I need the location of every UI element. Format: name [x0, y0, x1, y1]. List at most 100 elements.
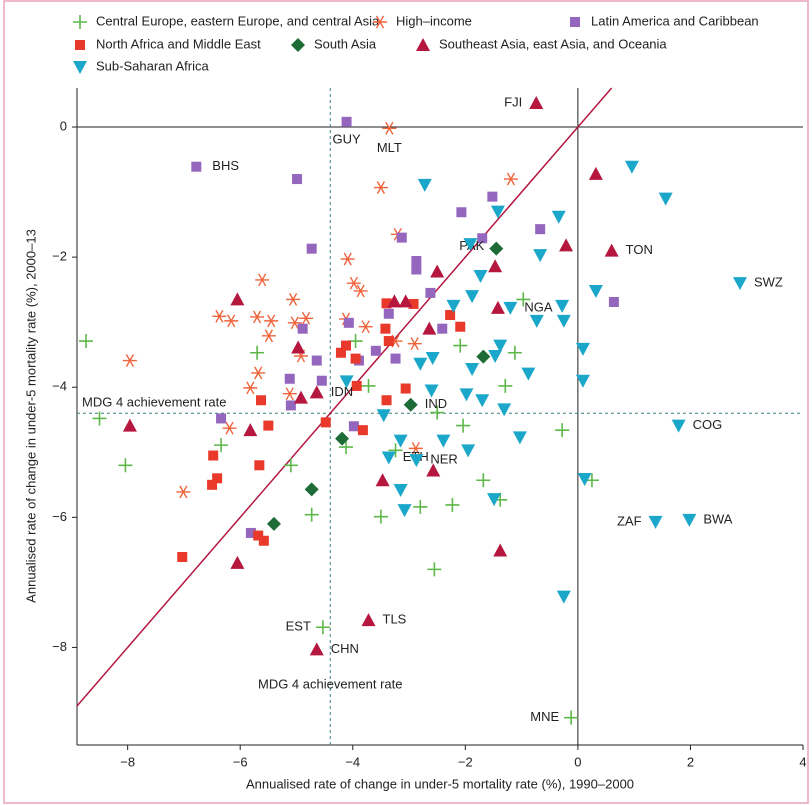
y-tick-label: −2 — [52, 249, 67, 264]
x-tick-label: −6 — [233, 754, 248, 769]
point — [488, 259, 503, 273]
point — [624, 160, 639, 174]
point — [465, 290, 480, 304]
x-axis-label: Annualised rate of change in under-5 mor… — [246, 776, 634, 791]
point — [176, 485, 191, 499]
point — [297, 323, 308, 334]
x-tick-label: −4 — [345, 754, 360, 769]
point — [512, 431, 527, 445]
legend-marker — [73, 61, 87, 74]
point — [488, 350, 503, 364]
point — [282, 387, 297, 401]
point — [588, 284, 603, 298]
legend-label: Southeast Asia, east Asia, and Oceania — [439, 36, 667, 51]
point — [320, 417, 331, 428]
point — [383, 336, 394, 347]
x-tick-label: 0 — [574, 754, 581, 769]
point — [335, 347, 346, 358]
point — [437, 323, 448, 334]
point — [357, 425, 368, 436]
point — [216, 413, 227, 424]
point — [122, 418, 137, 432]
point — [516, 292, 531, 307]
point — [577, 472, 592, 486]
point — [476, 473, 491, 488]
point — [533, 249, 548, 263]
point — [445, 310, 456, 321]
y-axis-label: Annualised rate of change in under-5 mor… — [23, 229, 38, 603]
point — [283, 458, 298, 473]
point — [254, 460, 265, 471]
point — [407, 337, 422, 351]
point — [461, 444, 476, 458]
point — [671, 419, 686, 433]
point — [311, 355, 322, 366]
point — [487, 493, 502, 507]
point — [266, 516, 281, 531]
x-tick-label: 2 — [687, 754, 694, 769]
point — [682, 513, 697, 527]
legend-label: North Africa and Middle East — [96, 36, 261, 51]
point — [118, 458, 133, 473]
legend-label: Sub-Saharan Africa — [96, 58, 210, 73]
point — [315, 620, 330, 635]
point — [555, 299, 570, 313]
point-label: IDN — [331, 384, 353, 399]
point-label: MLT — [377, 140, 402, 155]
point — [309, 642, 324, 656]
point — [556, 314, 571, 328]
point — [575, 374, 590, 388]
point — [422, 321, 437, 335]
point — [575, 342, 590, 356]
point — [358, 320, 373, 334]
point — [292, 174, 303, 185]
point — [251, 366, 266, 380]
point-label: COG — [693, 417, 723, 432]
point — [475, 394, 490, 408]
point — [493, 339, 508, 353]
point — [490, 205, 505, 219]
point — [535, 224, 546, 235]
point — [529, 95, 544, 109]
point — [373, 509, 388, 524]
point — [489, 241, 504, 256]
point — [381, 451, 396, 465]
point-label: EST — [286, 619, 311, 634]
x-tick-label: −8 — [120, 754, 135, 769]
point — [253, 530, 264, 541]
point — [529, 314, 544, 328]
point — [304, 482, 319, 497]
point — [264, 314, 279, 328]
point — [430, 264, 445, 278]
point — [299, 311, 314, 325]
point — [261, 329, 276, 343]
point — [376, 409, 391, 423]
point-label: IND — [425, 396, 447, 411]
point — [353, 284, 368, 298]
point — [316, 375, 327, 386]
point — [409, 454, 424, 468]
legend-marker — [373, 15, 387, 29]
legend-marker — [570, 17, 580, 27]
point — [608, 297, 619, 308]
point — [341, 116, 352, 127]
point — [177, 552, 188, 563]
point — [427, 562, 442, 577]
point — [732, 277, 747, 291]
point — [398, 294, 413, 308]
point — [361, 613, 376, 627]
point-label: NGA — [524, 299, 553, 314]
point — [497, 403, 512, 417]
point — [453, 338, 468, 353]
legend-label: Latin America and Caribbean — [591, 13, 759, 28]
point — [413, 357, 428, 371]
point-label: TON — [626, 242, 653, 257]
point — [92, 411, 107, 426]
point-label: BWA — [703, 511, 732, 526]
point — [309, 385, 324, 399]
point — [191, 161, 202, 172]
point — [208, 450, 219, 461]
legend-marker — [416, 38, 430, 51]
point — [436, 434, 451, 448]
